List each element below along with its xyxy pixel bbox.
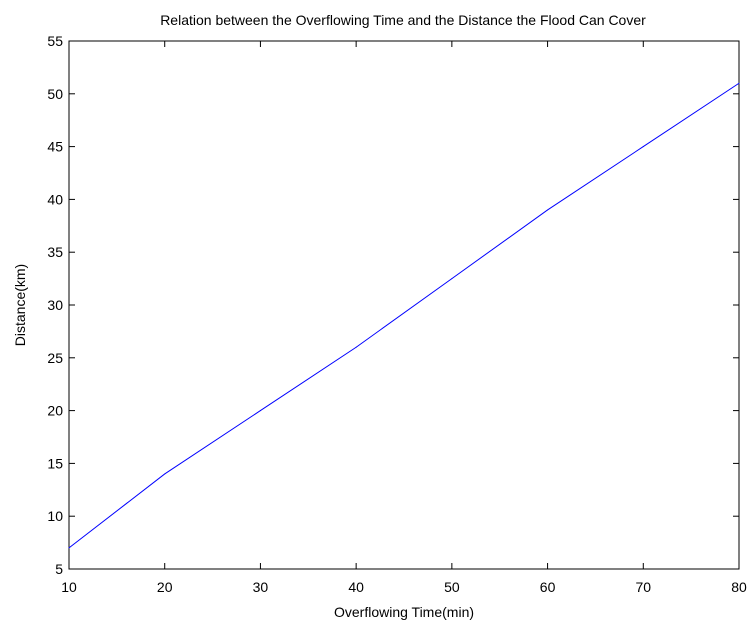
y-tick-label: 10: [47, 508, 63, 524]
data-point: [642, 146, 644, 148]
data-point: [738, 82, 740, 84]
y-tick-label: 35: [47, 244, 63, 260]
x-tick-label: 30: [253, 579, 269, 595]
chart-title: Relation between the Overflowing Time an…: [160, 12, 646, 28]
x-tick-label: 80: [731, 579, 747, 595]
y-axis: 5 10 15 20 25 30 35 40 45 50 55: [47, 33, 739, 577]
y-axis-label: Distance(km): [12, 264, 28, 346]
x-tick-label: 50: [444, 579, 460, 595]
y-tick-label: 50: [47, 86, 63, 102]
series-layer: [68, 82, 740, 549]
x-axis: 10 20 30 40 50 60 70 80: [61, 41, 747, 595]
y-tick-label: 25: [47, 350, 63, 366]
data-point: [355, 346, 357, 348]
y-tick-label: 45: [47, 139, 63, 155]
y-tick-label: 5: [55, 561, 63, 577]
y-tick-label: 40: [47, 191, 63, 207]
data-point: [259, 410, 261, 412]
x-axis-label: Overflowing Time(min): [334, 604, 474, 620]
data-point: [68, 547, 70, 549]
data-point: [451, 278, 453, 280]
plot-area: [68, 40, 740, 570]
y-tick-label: 30: [47, 297, 63, 313]
y-tick-label: 20: [47, 403, 63, 419]
y-tick-label: 15: [47, 455, 63, 471]
x-tick-label: 40: [348, 579, 364, 595]
series-line: [68, 82, 740, 549]
x-tick-label: 10: [61, 579, 77, 595]
data-point: [164, 473, 166, 475]
y-tick-label: 55: [47, 33, 63, 49]
x-tick-label: 20: [157, 579, 173, 595]
data-point: [547, 209, 549, 211]
x-tick-label: 70: [635, 579, 651, 595]
x-tick-label: 60: [540, 579, 556, 595]
